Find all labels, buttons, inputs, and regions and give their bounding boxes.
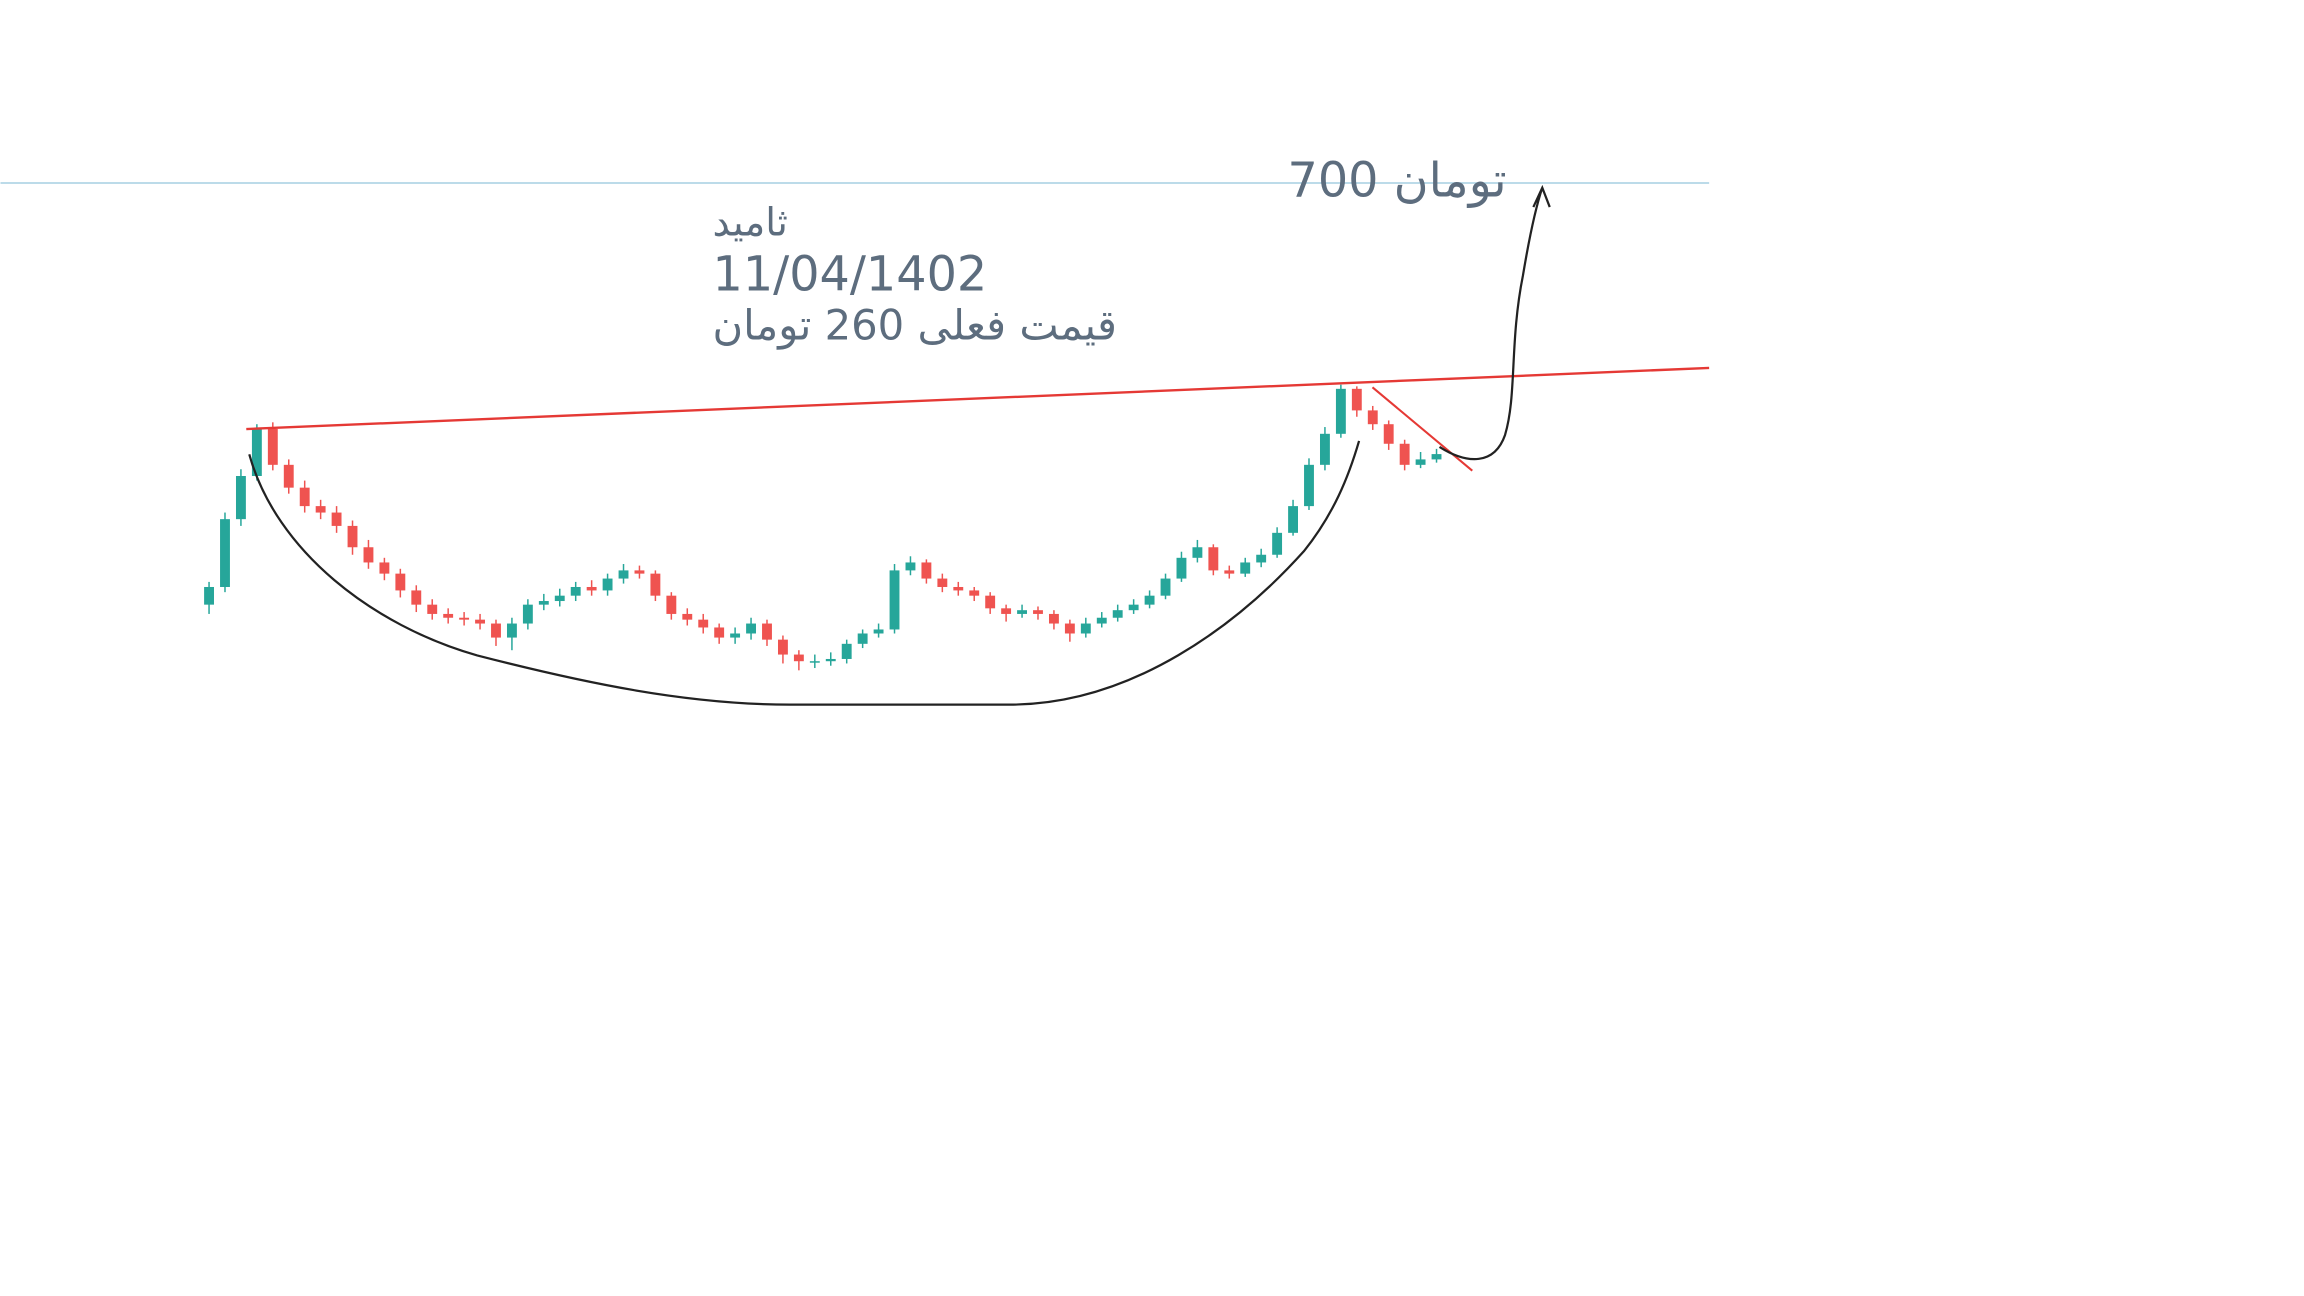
candle-body: [1399, 443, 1410, 465]
ticker: ثامید: [713, 200, 788, 245]
candle-body: [1224, 570, 1235, 574]
candle-body: [985, 595, 996, 609]
candle-body: [1128, 604, 1139, 611]
candle-body: [905, 562, 916, 571]
candle-body: [411, 590, 422, 605]
candle-body: [570, 586, 581, 596]
candle-body: [746, 623, 756, 634]
candle-body: [204, 586, 214, 605]
candle-body: [1272, 532, 1283, 555]
target-label: 700 تومان: [1288, 154, 1507, 209]
candle-body: [1064, 623, 1075, 634]
candle-body: [969, 590, 980, 596]
candle-body: [427, 604, 438, 614]
candle-body: [873, 629, 884, 634]
current-price: قیمت فعلی 260 تومان: [713, 301, 1117, 350]
candle-body: [825, 658, 836, 662]
candle-body: [506, 623, 517, 638]
candle-body: [857, 633, 868, 644]
candle-body: [937, 578, 948, 587]
candle-body: [379, 562, 390, 574]
candle-body: [714, 627, 725, 638]
candle-body: [443, 613, 454, 618]
candle-body: [522, 604, 533, 624]
candle-body: [554, 595, 565, 602]
candle-body: [730, 633, 741, 638]
candle-body: [793, 654, 804, 662]
candle-body: [953, 586, 964, 591]
candle-body: [1351, 388, 1362, 411]
candle-body: [395, 573, 406, 591]
candle-body: [1383, 424, 1394, 444]
candle-body: [1017, 610, 1027, 614]
candle-body: [777, 639, 788, 655]
candle-body: [1048, 613, 1059, 624]
candle-body: [921, 562, 932, 579]
candle-body: [1080, 623, 1091, 634]
candle-body: [650, 573, 661, 596]
candle-body: [1096, 617, 1107, 624]
candle-body: [491, 623, 501, 638]
candle-body: [1144, 595, 1155, 605]
candle-body: [283, 464, 294, 488]
candle-body: [331, 512, 342, 526]
candle-body: [698, 619, 709, 628]
candle-body: [1319, 433, 1330, 465]
candle-body: [602, 578, 613, 591]
candle-body: [1367, 410, 1378, 425]
plot: [0, 182, 1710, 671]
cup-curve: [248, 440, 1361, 706]
candle-body: [363, 547, 374, 563]
candle-body: [1208, 547, 1219, 571]
candle-body: [634, 570, 645, 574]
candle-body: [1001, 608, 1012, 614]
candle-body: [1431, 454, 1442, 460]
date: 11/04/1402: [713, 247, 988, 302]
candle-body: [682, 613, 693, 620]
candle-body: [586, 586, 597, 591]
candle-body: [841, 643, 852, 659]
candle-body: [666, 595, 677, 614]
resistance-line: [246, 366, 1710, 431]
candle-body: [1192, 547, 1203, 558]
projection-arrow: [1438, 184, 1551, 461]
candle-body: [1160, 578, 1171, 596]
candle-body: [762, 623, 772, 640]
candle-body: [235, 476, 246, 520]
candle-body: [809, 661, 820, 663]
candle-body: [1112, 610, 1123, 618]
candle-body: [251, 428, 262, 477]
candle-body: [347, 525, 358, 548]
candle-body: [1288, 506, 1298, 533]
candle-body: [1240, 562, 1251, 574]
candle-body: [1256, 554, 1267, 563]
candle-body: [315, 506, 326, 513]
candle-body: [1033, 610, 1043, 614]
candle-body: [1176, 557, 1187, 579]
candle-body: [1415, 459, 1426, 465]
candle-body: [1335, 388, 1346, 434]
candle-body: [267, 428, 278, 465]
candle-body: [618, 570, 629, 579]
candle-body: [538, 601, 549, 605]
candle-body: [475, 619, 485, 624]
candle-body: [220, 519, 230, 587]
candle-body: [299, 487, 310, 507]
candle-body: [1304, 464, 1314, 507]
candle-body: [889, 570, 900, 630]
candle-body: [459, 617, 470, 620]
trend-line: [1371, 386, 1473, 472]
